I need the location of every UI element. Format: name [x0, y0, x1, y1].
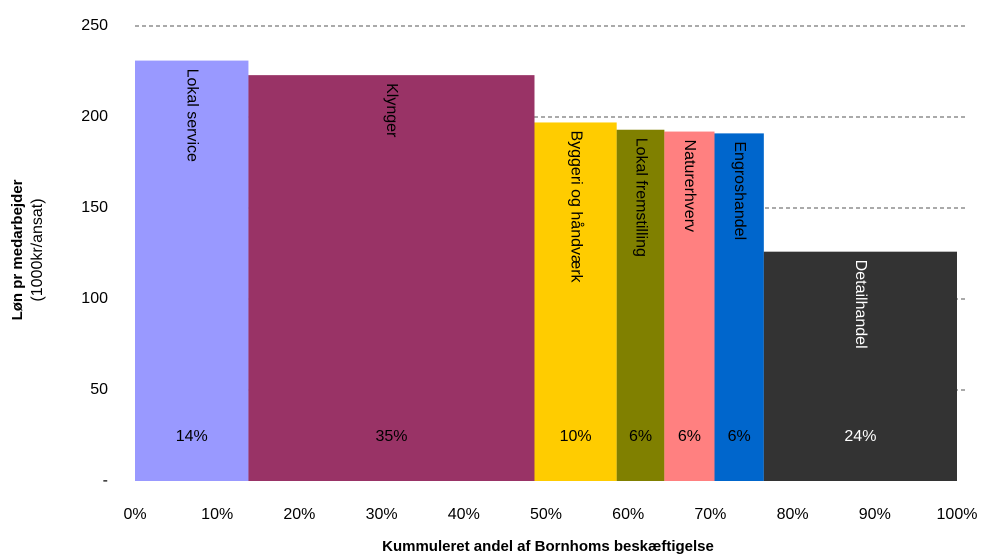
x-tick-label: 70% — [694, 506, 726, 523]
share-label: 6% — [728, 428, 751, 445]
category-label: Lokal service — [183, 69, 200, 162]
x-tick-label: 10% — [201, 506, 233, 523]
bar — [714, 133, 764, 481]
category-label: Naturerhverv — [681, 140, 698, 232]
y-tick-label: 250 — [81, 17, 108, 34]
x-tick-label: 60% — [612, 506, 644, 523]
bar — [135, 60, 249, 482]
bar — [763, 251, 957, 481]
y-axis-subtitle: (1000kr/ansat) — [29, 198, 46, 301]
x-tick-label: 0% — [123, 506, 146, 523]
category-label: Engroshandel — [731, 141, 748, 240]
category-label: Lokal fremstilling — [632, 138, 649, 257]
y-tick-label: 100 — [81, 290, 108, 307]
category-label: Byggeri og håndværk — [567, 130, 585, 283]
y-axis-title: Løn pr medarbejder — [9, 179, 26, 320]
y-tick-label: 200 — [81, 108, 108, 125]
x-tick-label: 20% — [283, 506, 315, 523]
share-label: 14% — [176, 428, 208, 445]
y-tick-label: 150 — [81, 199, 108, 216]
x-tick-label: 50% — [530, 506, 562, 523]
x-tick-label: 30% — [366, 506, 398, 523]
bar — [616, 129, 665, 482]
category-label: Detailhandel — [852, 260, 869, 349]
share-label: 6% — [678, 428, 701, 445]
share-label: 24% — [844, 428, 876, 445]
y-tick-label: 50 — [90, 381, 108, 398]
x-tick-label: 40% — [448, 506, 480, 523]
share-label: 6% — [629, 428, 652, 445]
bar — [248, 75, 535, 481]
share-label: 35% — [375, 428, 407, 445]
category-label: Klynger — [383, 83, 400, 138]
share-label: 10% — [560, 428, 592, 445]
bar — [664, 131, 715, 481]
x-axis-title: Kummuleret andel af Bornhoms beskæftigel… — [382, 538, 714, 555]
x-tick-label: 100% — [937, 506, 978, 523]
y-tick-label: - — [103, 472, 108, 489]
x-tick-label: 80% — [777, 506, 809, 523]
bar — [534, 122, 617, 482]
x-tick-label: 90% — [859, 506, 891, 523]
